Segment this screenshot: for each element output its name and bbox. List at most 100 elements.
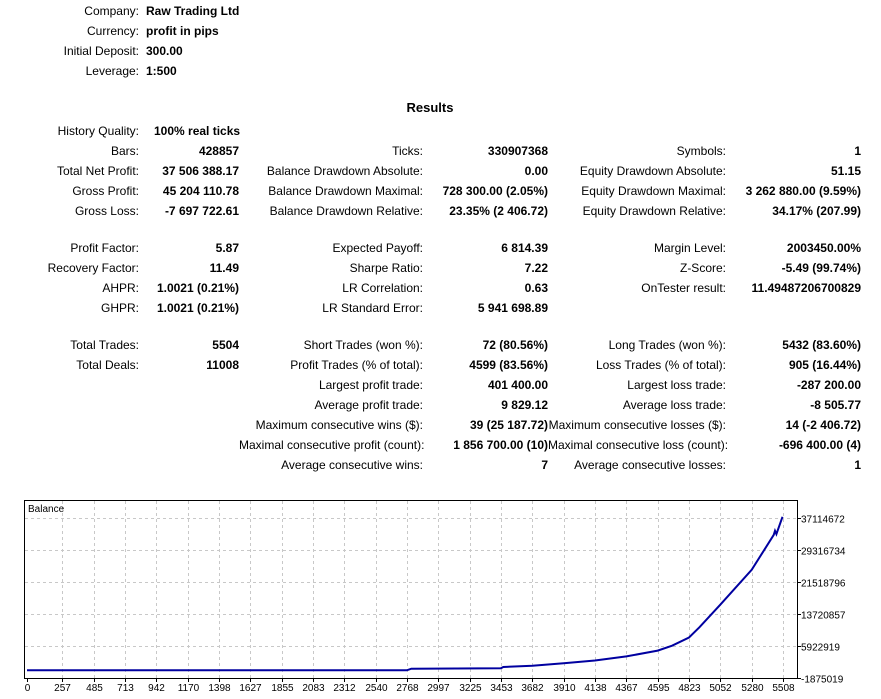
stat-value: 401 400.00 (487, 378, 548, 392)
stat-label (0, 435, 139, 455)
stat-value: 1 856 700.00 (10) (453, 438, 548, 452)
stat-row: Maximal consecutive profit (count): 1 856… (0, 435, 861, 455)
stat-row: Gross Loss: -7 697 722.61 Balance Drawdown… (0, 201, 861, 221)
stat-value: 5.87 (215, 241, 239, 255)
y-tick-label: 21518796 (801, 579, 846, 590)
y-tick-label: 37114672 (801, 515, 845, 526)
x-tick-label: 5508 (772, 683, 795, 694)
x-tick-label: 2768 (396, 683, 419, 694)
stat-value: 0.63 (524, 281, 548, 295)
stat-label: Average loss trade: (622, 398, 726, 412)
stat-label: Average consecutive losses: (574, 458, 726, 472)
x-tick-label: 1855 (271, 683, 294, 694)
stat-value: 7.22 (524, 261, 548, 275)
stat-label: OnTester result: (641, 281, 726, 295)
stat-value: 1 (854, 144, 861, 158)
stat-value: 6 814.39 (501, 241, 548, 255)
x-tick-label: 2312 (333, 683, 356, 694)
header-label: Company: (84, 4, 139, 18)
stat-label: LR Correlation: (342, 281, 423, 295)
stat-value: 34.17% (207.99) (772, 204, 861, 218)
y-tick-label: 5922919 (801, 643, 840, 654)
stat-label: LR Standard Error: (322, 301, 423, 315)
stat-label: Equity Drawdown Absolute: (579, 164, 726, 178)
y-tick-label: 29316734 (801, 547, 846, 558)
x-tick-label: 2997 (427, 683, 450, 694)
stat-row: Recovery Factor: 11.49 Sharpe Ratio: 7.22 Z-… (0, 258, 861, 278)
stat-row: Profit Factor: 5.87 Expected Payoff: 6 814.… (0, 238, 861, 258)
x-tick-label: 3225 (459, 683, 482, 694)
stat-value: 4599 (83.56%) (469, 358, 548, 372)
x-tick-label: 1627 (239, 683, 262, 694)
stat-label: Long Trades (won %): (608, 338, 726, 352)
stat-value: 11.49 (209, 261, 239, 275)
stat-label: AHPR: (102, 281, 139, 295)
stat-label: Profit Factor: (70, 241, 139, 255)
stat-label: Total Trades: (70, 338, 139, 352)
stat-label (0, 455, 139, 475)
stat-value: -287 200.00 (796, 378, 861, 392)
header-value: profit in pips (146, 24, 219, 38)
x-tick-label: 2540 (365, 683, 388, 694)
stat-value (726, 298, 861, 318)
stat-label: Profit Trades (% of total): (290, 358, 423, 372)
plot-area (24, 500, 798, 679)
stat-value: 5 941 698.89 (477, 301, 548, 315)
stat-label: Largest profit trade: (318, 378, 423, 392)
stat-value: 45 204 110.78 (162, 184, 239, 198)
stat-label (0, 395, 139, 415)
stat-value: 7 (541, 458, 548, 472)
results-title: Results (406, 100, 454, 115)
history-quality-row: History Quality: 100% real ticks (0, 121, 240, 141)
stat-value: 2003450.00% (786, 241, 861, 255)
stat-value: -7 697 722.61 (164, 204, 239, 218)
header-label: Initial Deposit: (63, 44, 139, 58)
stat-label: Ticks: (392, 144, 423, 158)
history-quality-value: 100% real ticks (154, 124, 241, 138)
stat-row: AHPR: 1.0021 (0.21%) LR Correlation: 0.63 On… (0, 278, 861, 298)
stat-value: 905 (16.44%) (788, 358, 861, 372)
header-value: 1:500 (146, 64, 177, 78)
header-label: Currency: (86, 24, 139, 38)
stat-value: 1.0021 (0.21%) (156, 281, 239, 295)
stat-label: Sharpe Ratio: (349, 261, 423, 275)
stat-label: Total Deals: (76, 358, 139, 372)
x-tick-label: 4138 (584, 683, 607, 694)
stat-label: Bars: (110, 144, 139, 158)
header-row: Initial Deposit: 300.00 (0, 41, 183, 61)
stat-value: 51.15 (830, 164, 861, 178)
stat-label: Loss Trades (% of total): (595, 358, 726, 372)
stat-value: 1 (854, 458, 861, 472)
history-quality-label: History Quality: (57, 124, 139, 138)
header-value: Raw Trading Ltd (146, 4, 240, 18)
stat-row: Bars: 428857 Ticks: 330907368 Symbols: 1 (0, 141, 861, 161)
stat-label: Balance Drawdown Relative: (269, 204, 423, 218)
stat-label: Maximal consecutive loss (count): (548, 438, 729, 452)
stat-row: Gross Profit: 45 204 110.78 Balance Drawdo… (0, 181, 861, 201)
x-tick-label: 5280 (741, 683, 764, 694)
stat-label: GHPR: (100, 301, 139, 315)
stat-label (0, 375, 139, 395)
header-row: Company: Raw Trading Ltd (0, 1, 239, 21)
stat-value (139, 415, 239, 435)
stat-label: Symbols: (676, 144, 726, 158)
stat-row: Average consecutive wins: 7 Average consec… (0, 455, 861, 475)
stat-row: GHPR: 1.0021 (0.21%) LR Standard Error: 5 9… (0, 298, 861, 318)
stat-value: 330907368 (487, 144, 548, 158)
stat-label: Average profit trade: (314, 398, 423, 412)
stat-value: 3 262 880.00 (9.59%) (745, 184, 861, 198)
x-tick-label: 4823 (678, 683, 701, 694)
stat-label: Maximum consecutive wins ($): (255, 418, 423, 432)
stat-row: Total Net Profit: 37 506 388.17 Balance Dr… (0, 161, 861, 181)
stat-value: 72 (80.56%) (482, 338, 548, 352)
stat-label: Margin Level: (653, 241, 726, 255)
header-label: Leverage: (85, 64, 139, 78)
stat-row: Average profit trade: 9 829.12 Average los… (0, 395, 861, 415)
stat-value: 11.49487206700829 (751, 281, 861, 295)
x-tick-label: 4367 (615, 683, 638, 694)
x-tick-label: 3910 (553, 683, 576, 694)
stat-label: Short Trades (won %): (303, 338, 423, 352)
stat-value: -8 505.77 (810, 398, 861, 412)
stat-value: -696 400.00 (4) (778, 438, 861, 452)
header-row: Leverage: 1:500 (0, 61, 177, 81)
